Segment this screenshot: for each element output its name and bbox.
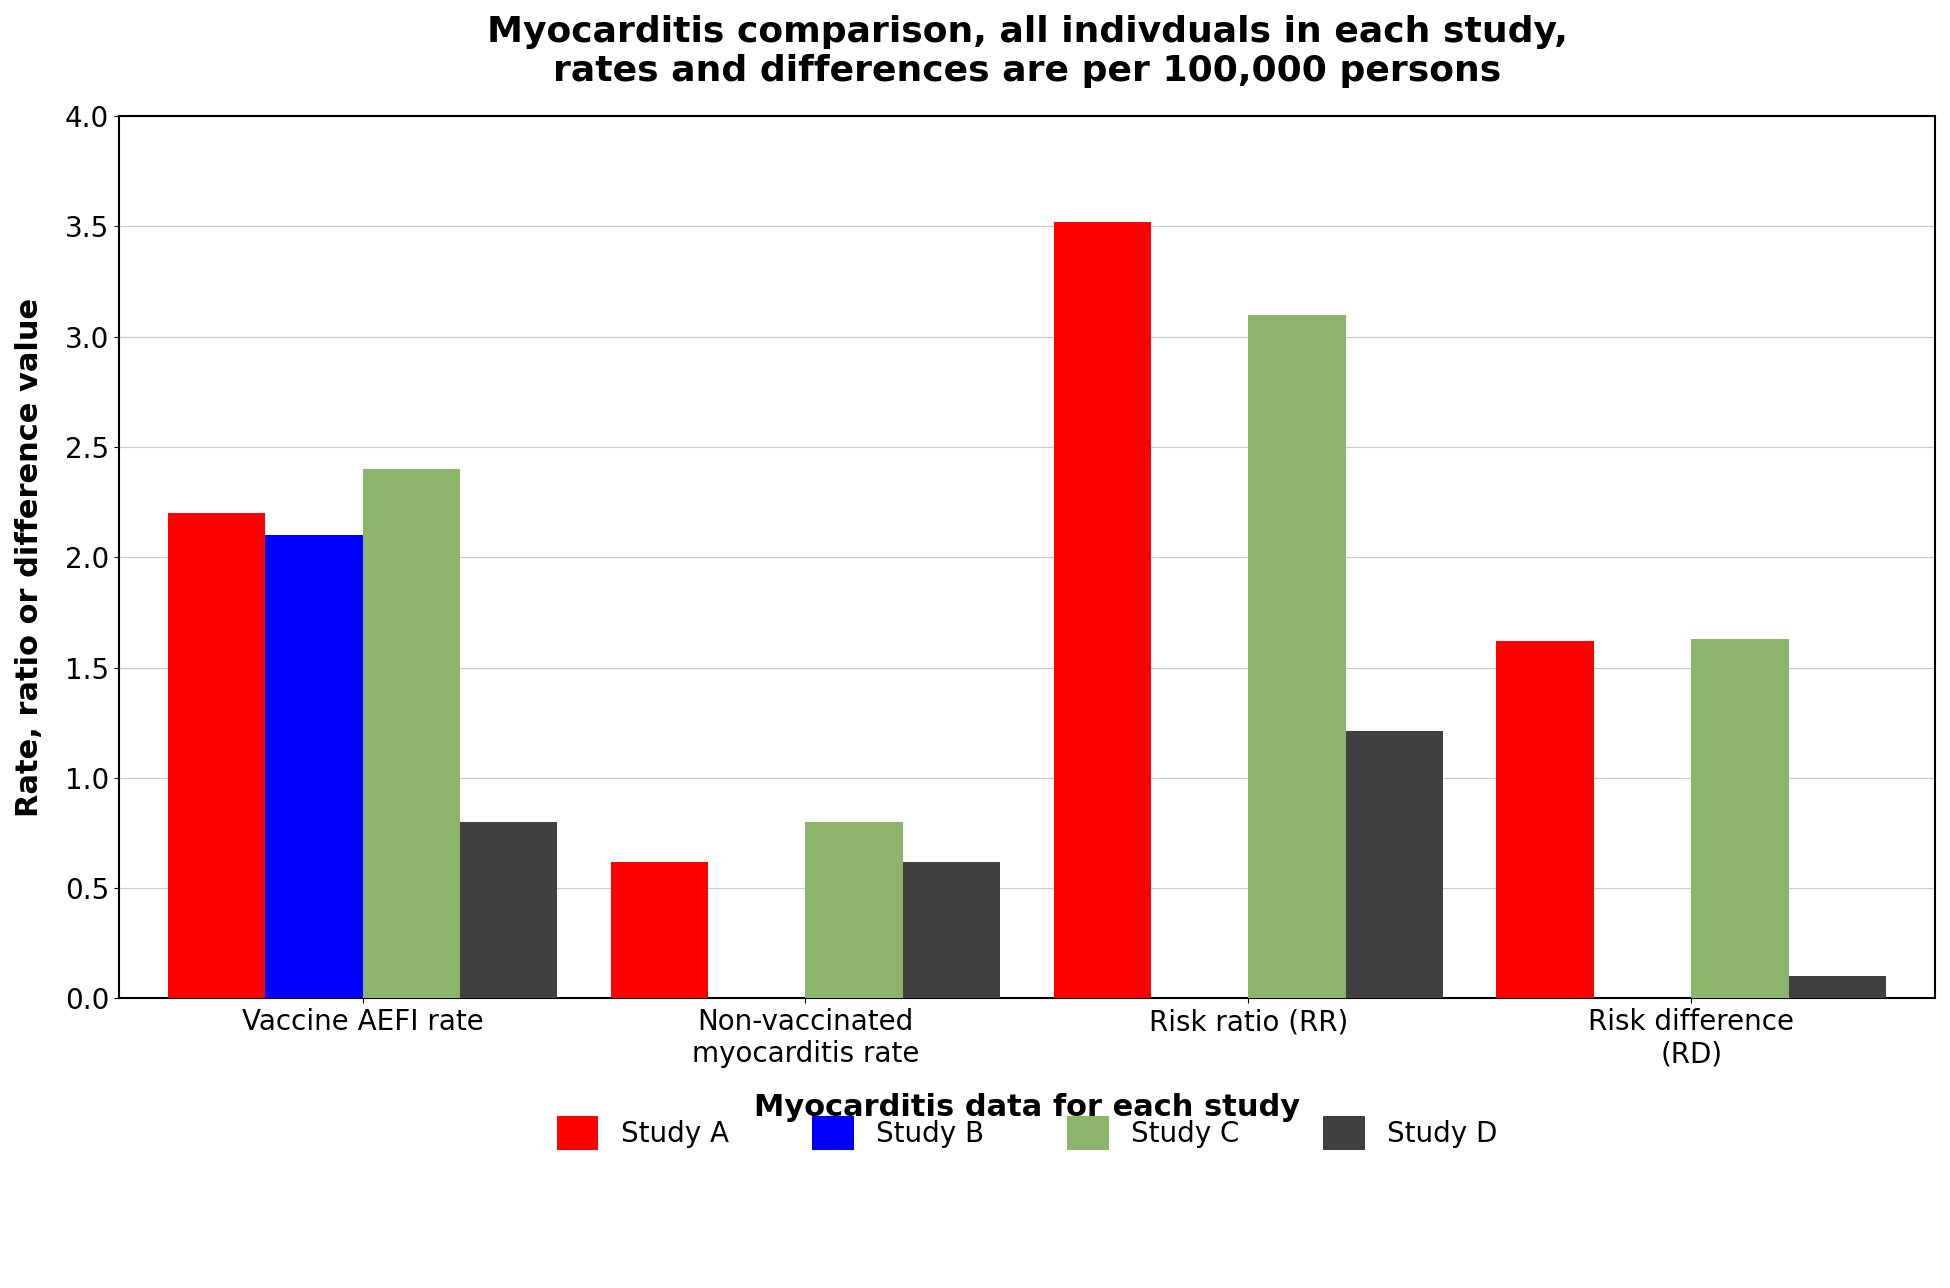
Bar [1053,222,1150,998]
Bar [460,822,558,998]
Bar [265,536,363,998]
Bar [903,862,1000,998]
Bar [610,862,708,998]
Bar [1496,641,1593,998]
Bar [805,822,903,998]
Bar [1788,976,1886,998]
Y-axis label: Rate, ratio or difference value: Rate, ratio or difference value [16,298,45,817]
X-axis label: Myocarditis data for each study: Myocarditis data for each study [755,1094,1301,1123]
Bar [1346,732,1443,998]
Bar [1691,639,1788,998]
Bar [363,469,460,998]
Title: Myocarditis comparison, all indivduals in each study,
rates and differences are : Myocarditis comparison, all indivduals i… [488,15,1568,89]
Legend: Study A, Study B, Study C, Study D: Study A, Study B, Study C, Study D [546,1105,1507,1160]
Bar [1248,314,1345,998]
Bar [168,513,265,998]
